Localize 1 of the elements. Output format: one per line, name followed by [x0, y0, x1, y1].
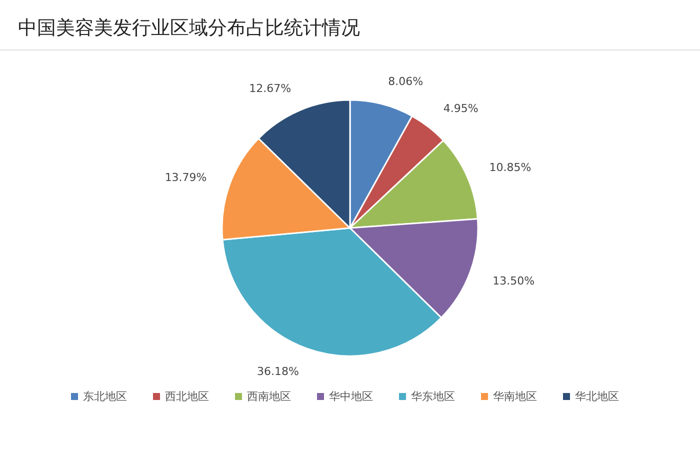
- title: 中国美容美发行业区域分布占比统计情况: [18, 17, 360, 39]
